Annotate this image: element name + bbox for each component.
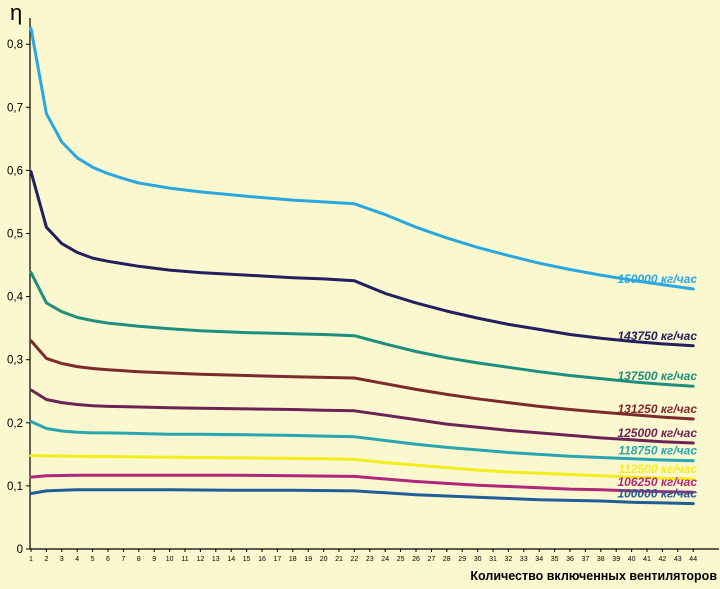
x-tick-label: 18	[289, 556, 297, 563]
x-tick-label: 11	[181, 556, 188, 563]
y-tick-label: 0,6	[7, 165, 23, 177]
x-tick-label: 36	[566, 556, 574, 563]
x-tick-label: 40	[628, 556, 636, 563]
x-tick-label: 24	[381, 556, 389, 563]
x-tick-label: 6	[106, 556, 110, 563]
x-tick-label: 35	[551, 556, 559, 563]
x-tick-label: 1	[29, 556, 33, 563]
x-tick-label: 10	[166, 556, 174, 563]
x-tick-label: 2	[44, 556, 48, 563]
x-tick-label: 28	[443, 556, 451, 563]
x-tick-label: 5	[91, 556, 95, 563]
y-tick-label: 0,1	[7, 481, 23, 493]
series-lines	[29, 26, 695, 506]
x-tick-label: 16	[258, 556, 266, 563]
x-tick-label: 21	[335, 556, 343, 563]
x-tick-label: 4	[75, 556, 79, 563]
x-tick-label: 20	[320, 556, 328, 563]
series-line	[29, 454, 695, 481]
series-label: 100000 кг/час	[617, 487, 697, 501]
x-tick-label: 23	[366, 556, 374, 563]
series-label: 118750 кг/час	[618, 444, 697, 458]
x-tick-label: 30	[474, 556, 482, 563]
series-line	[29, 339, 695, 421]
x-tick-label: 27	[428, 556, 436, 563]
x-tick-label: 44	[689, 556, 697, 563]
x-tick-label: 12	[197, 556, 205, 563]
series-line	[29, 388, 695, 445]
x-tick-label: 14	[227, 556, 235, 563]
x-tick-label: 42	[659, 556, 667, 563]
x-tick-label: 38	[597, 556, 605, 563]
x-tick-label: 41	[643, 556, 651, 563]
x-axis-title: Количество включенных вентиляторов	[470, 569, 717, 583]
x-tick-label: 33	[520, 556, 528, 563]
y-tick-label: 0,5	[7, 229, 23, 241]
y-tick-label: 0,2	[7, 418, 23, 430]
y-tick-label: 0,7	[7, 102, 23, 114]
series-label: 125000 кг/час	[617, 426, 697, 440]
x-tick-label: 13	[212, 556, 220, 563]
y-tick-label: 0,3	[7, 355, 23, 367]
series-label: 143750 кг/час	[617, 329, 697, 343]
axes: 00,10,20,30,40,50,60,70,81 2 3 4 5 6 7 8 9 10 11 12…	[7, 18, 719, 563]
series-label: 137500 кг/час	[617, 369, 697, 383]
series-line	[29, 271, 695, 388]
x-tick-label: 37	[582, 556, 590, 563]
series-label: 150000 кг/час	[617, 272, 697, 286]
x-tick-label: 3	[60, 556, 64, 563]
x-tick-label: 22	[351, 556, 359, 563]
series-line	[29, 420, 695, 463]
x-tick-label: 34	[535, 556, 543, 563]
x-tick-label: 32	[505, 556, 513, 563]
y-tick-label: 0,8	[7, 39, 23, 51]
series-line	[29, 473, 695, 494]
x-tick-label: 31	[489, 556, 497, 563]
x-tick-label: 43	[674, 556, 682, 563]
y-tick-label: 0,4	[7, 292, 24, 304]
y-axis-title: η	[10, 0, 22, 25]
x-tick-label: 7	[121, 556, 125, 563]
x-tick-label: 15	[243, 556, 251, 563]
x-tick-label: 26	[412, 556, 420, 563]
x-tick-label: 25	[397, 556, 405, 563]
x-tick-label: 29	[458, 556, 466, 563]
x-tick-label: 9	[152, 556, 156, 563]
x-tick-label: 19	[304, 556, 312, 563]
y-tick-label: 0	[17, 544, 23, 556]
x-tick-label: 39	[612, 556, 620, 563]
series-line	[29, 170, 695, 348]
x-tick-label: 8	[137, 556, 141, 563]
series-label: 112500 кг/час	[618, 462, 697, 476]
series-label: 106250 кг/час	[617, 475, 697, 489]
series-label: 131250 кг/час	[617, 402, 697, 416]
series-labels: 150000 кг/час 143750 кг/час 137500 кг/час 1…	[617, 272, 697, 501]
series-line	[29, 488, 695, 506]
series-line	[29, 26, 695, 291]
x-tick-label: 17	[274, 556, 282, 563]
